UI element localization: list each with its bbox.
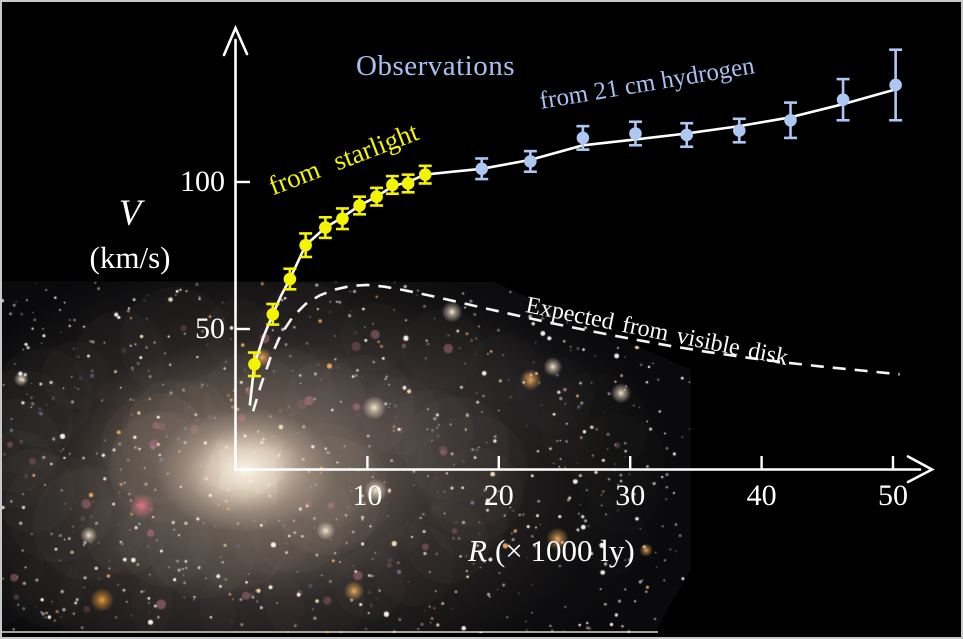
starlight-data-point [266,302,280,326]
hydrogen-data-point [628,120,642,147]
hydrogen-data-point [576,124,590,151]
hydrogen-data-point [523,149,537,174]
expected-disk-curve [251,283,900,412]
starlight-data-point [299,232,313,259]
starlight-data-point [353,195,367,216]
starlight-data-point [401,173,415,194]
starlight-data-point [335,207,349,231]
hydrogen-data-point [836,77,850,122]
x-axis-arrowhead [906,455,935,484]
starlight-data-point [247,351,261,378]
starlight-data-point [418,164,432,185]
observed-rotation-curve [248,88,896,406]
starlight-data-point [370,186,384,207]
starlight-data-point [318,215,332,240]
hydrogen-data-point [680,121,694,149]
hydrogen-data-point [889,48,903,122]
y-axis-arrowhead [222,24,249,57]
starlight-data-point [385,174,399,196]
starlight-data-point [283,267,297,291]
hydrogen-data-point [475,157,489,181]
hydrogen-data-point [732,117,746,144]
hydrogen-data-point [784,101,798,140]
